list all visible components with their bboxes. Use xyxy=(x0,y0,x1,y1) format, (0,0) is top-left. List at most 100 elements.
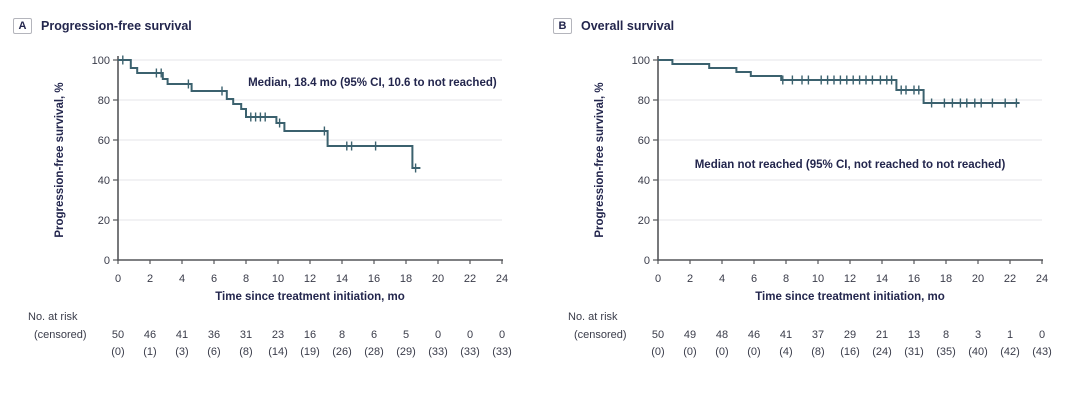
x-tick-label: 0 xyxy=(655,273,661,285)
censored-count: (42) xyxy=(1000,346,1020,358)
panel-overall-survival: B Overall survival 0 20 40 60 80 100 0 2 4 6 8 10 12… xyxy=(540,0,1080,400)
x-tick-label: 16 xyxy=(368,273,380,285)
at-risk-count: 0 xyxy=(1039,329,1045,341)
x-axis-title: Time since treatment initiation, mo xyxy=(755,291,945,303)
censored-count: (43) xyxy=(1032,346,1052,358)
x-tick-label: 20 xyxy=(972,273,984,285)
km-curve xyxy=(118,59,421,169)
y-tick-label: 60 xyxy=(638,135,650,147)
y-tick-label: 20 xyxy=(638,215,650,227)
at-risk-count: 29 xyxy=(844,329,856,341)
panel-b-title: Overall survival xyxy=(581,19,675,33)
censored-count: (0) xyxy=(111,346,124,358)
y-tick-label: 20 xyxy=(98,215,110,227)
at-risk-count: 46 xyxy=(748,329,760,341)
at-risk-count: 41 xyxy=(176,329,188,341)
x-tick-label: 2 xyxy=(147,273,153,285)
x-tick-label: 24 xyxy=(496,273,508,285)
y-tick-label: 80 xyxy=(98,95,110,107)
x-tick-label: 18 xyxy=(400,273,412,285)
at-risk-count: 13 xyxy=(908,329,920,341)
y-tick-label: 40 xyxy=(638,175,650,187)
at-risk-count: 49 xyxy=(684,329,696,341)
at-risk-count: 23 xyxy=(272,329,284,341)
x-tick-label: 4 xyxy=(179,273,185,285)
median-annotation: Median, 18.4 mo (95% CI, 10.6 to not rea… xyxy=(248,77,497,89)
x-tick-label: 10 xyxy=(272,273,284,285)
at-risk-count: 6 xyxy=(371,329,377,341)
at-risk-count: 41 xyxy=(780,329,792,341)
x-tick-label: 6 xyxy=(211,273,217,285)
censored-label: (censored) xyxy=(574,329,627,341)
at-risk-count: 8 xyxy=(943,329,949,341)
at-risk-count: 37 xyxy=(812,329,824,341)
panel-progression-free-survival: A Progression-free survival 0 20 40 60 80 100… xyxy=(13,18,512,358)
censored-count: (14) xyxy=(268,346,288,358)
x-tick-label: 2 xyxy=(687,273,693,285)
censored-count: (19) xyxy=(300,346,320,358)
censored-count: (0) xyxy=(683,346,696,358)
censored-count: (28) xyxy=(364,346,384,358)
censored-count: (3) xyxy=(175,346,188,358)
censored-count: (33) xyxy=(492,346,512,358)
panel-b-label-box: B xyxy=(553,18,572,34)
at-risk-count: 36 xyxy=(208,329,220,341)
censored-label: (censored) xyxy=(34,329,87,341)
y-tick-label: 100 xyxy=(632,55,650,67)
x-tick-label: 16 xyxy=(908,273,920,285)
median-annotation: Median not reached (95% CI, not reached … xyxy=(695,159,1006,171)
at-risk-label: No. at risk xyxy=(568,311,618,323)
censored-count: (40) xyxy=(968,346,988,358)
x-tick-label: 12 xyxy=(304,273,316,285)
panel-a-label-box: A xyxy=(13,18,32,34)
censored-count: (8) xyxy=(239,346,252,358)
at-risk-count: 31 xyxy=(240,329,252,341)
y-tick-label: 40 xyxy=(98,175,110,187)
at-risk-count: 16 xyxy=(304,329,316,341)
y-tick-label: 100 xyxy=(92,55,110,67)
y-tick-label: 0 xyxy=(644,255,650,267)
at-risk-count: 0 xyxy=(467,329,473,341)
censored-count: (33) xyxy=(428,346,448,358)
censored-count: (0) xyxy=(747,346,760,358)
x-tick-label: 18 xyxy=(940,273,952,285)
at-risk-count: 50 xyxy=(112,329,124,341)
censored-count: (26) xyxy=(332,346,352,358)
x-tick-label: 20 xyxy=(432,273,444,285)
censored-count: (24) xyxy=(872,346,892,358)
x-tick-label: 22 xyxy=(464,273,476,285)
x-tick-label: 0 xyxy=(115,273,121,285)
panel-a-header: A Progression-free survival xyxy=(13,18,192,34)
x-tick-label: 10 xyxy=(812,273,824,285)
at-risk-count: 1 xyxy=(1007,329,1013,341)
at-risk-count: 46 xyxy=(144,329,156,341)
at-risk-count: 48 xyxy=(716,329,728,341)
at-risk-count: 50 xyxy=(652,329,664,341)
km-curve xyxy=(658,59,1020,104)
censored-count: (0) xyxy=(715,346,728,358)
x-tick-label: 14 xyxy=(336,273,348,285)
y-axis-title: Progression-free survival, % xyxy=(594,82,606,237)
y-axis-title: Progression-free survival, % xyxy=(54,82,66,237)
censored-count: (31) xyxy=(904,346,924,358)
censored-count: (29) xyxy=(396,346,416,358)
censored-count: (8) xyxy=(811,346,824,358)
x-axis-title: Time since treatment initiation, mo xyxy=(215,291,405,303)
y-tick-label: 80 xyxy=(638,95,650,107)
x-tick-label: 22 xyxy=(1004,273,1016,285)
at-risk-count: 3 xyxy=(975,329,981,341)
censored-count: (16) xyxy=(840,346,860,358)
x-tick-label: 24 xyxy=(1036,273,1048,285)
x-tick-label: 6 xyxy=(751,273,757,285)
censored-count: (35) xyxy=(936,346,956,358)
x-tick-label: 8 xyxy=(783,273,789,285)
at-risk-label: No. at risk xyxy=(28,311,78,323)
at-risk-count: 8 xyxy=(339,329,345,341)
panel-b-header: B Overall survival xyxy=(553,18,674,34)
y-tick-label: 60 xyxy=(98,135,110,147)
x-tick-label: 14 xyxy=(876,273,888,285)
censored-count: (6) xyxy=(207,346,220,358)
